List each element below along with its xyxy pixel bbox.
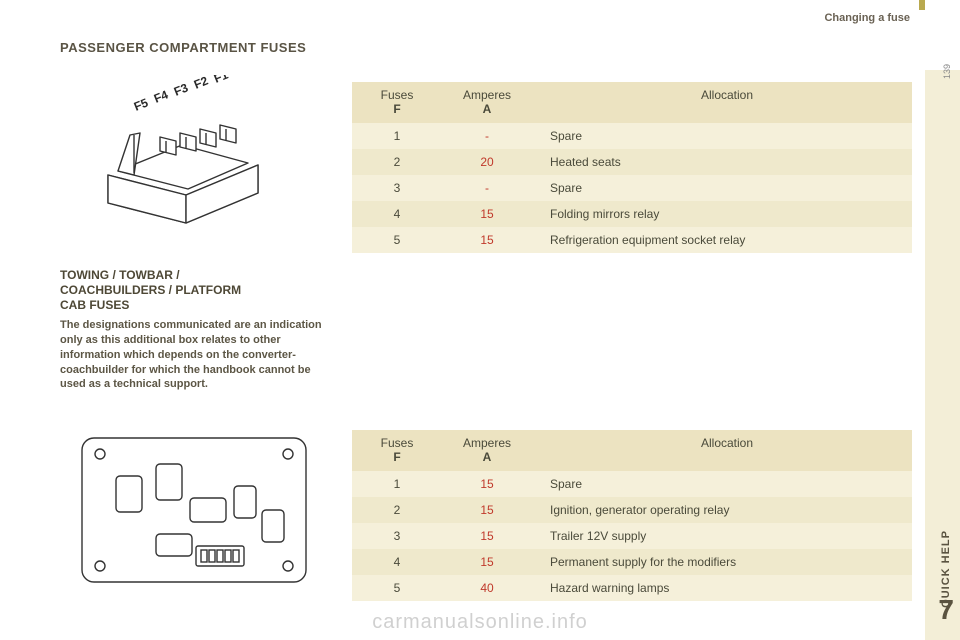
svg-text:F1: F1 xyxy=(212,75,231,86)
svg-text:F3: F3 xyxy=(172,80,191,98)
cell-fuse: 5 xyxy=(352,227,442,253)
cell-fuse: 2 xyxy=(352,497,442,523)
col-amperes-sub: A xyxy=(450,102,524,116)
cell-allocation: Trailer 12V supply xyxy=(532,523,912,549)
chapter-number: 7 xyxy=(938,594,954,626)
cell-allocation: Ignition, generator operating relay xyxy=(532,497,912,523)
cell-allocation: Permanent supply for the modifiers xyxy=(532,549,912,575)
table-row: 540Hazard warning lamps xyxy=(352,575,912,601)
cell-ampere: - xyxy=(442,123,532,149)
cell-ampere: 15 xyxy=(442,201,532,227)
col-fuses-sub: F xyxy=(360,102,434,116)
cell-allocation: Spare xyxy=(532,175,912,201)
col-amperes-label: Amperes xyxy=(463,88,511,102)
page: Changing a fuse 139 PASSENGER COMPARTMEN… xyxy=(0,0,960,640)
cell-allocation: Refrigeration equipment socket relay xyxy=(532,227,912,253)
cell-fuse: 1 xyxy=(352,123,442,149)
cell-ampere: 40 xyxy=(442,575,532,601)
cell-ampere: 15 xyxy=(442,497,532,523)
subheading-line: CAB FUSES xyxy=(60,298,330,313)
col-fuses: FusesF xyxy=(352,82,442,123)
platform-fuse-table: FusesF AmperesA Allocation 115Spare215Ig… xyxy=(352,430,912,601)
cell-fuse: 1 xyxy=(352,471,442,497)
table-row: 415Permanent supply for the modifiers xyxy=(352,549,912,575)
cell-allocation: Spare xyxy=(532,123,912,149)
section-header: Changing a fuse xyxy=(824,12,910,24)
cell-ampere: 15 xyxy=(442,227,532,253)
cell-fuse: 3 xyxy=(352,523,442,549)
svg-text:F4: F4 xyxy=(152,87,171,105)
cell-allocation: Hazard warning lamps xyxy=(532,575,912,601)
section-subheading: TOWING / TOWBAR / COACHBUILDERS / PLATFO… xyxy=(60,268,330,313)
disclaimer-text: The designations communicated are an ind… xyxy=(60,318,330,392)
table-row: 3-Spare xyxy=(352,175,912,201)
col-fuses-label: Fuses xyxy=(381,436,414,450)
platform-fusebox-diagram xyxy=(78,434,310,591)
cell-allocation: Folding mirrors relay xyxy=(532,201,912,227)
col-amperes-label: Amperes xyxy=(463,436,511,450)
col-fuses-label: Fuses xyxy=(381,88,414,102)
top-accent xyxy=(919,0,925,10)
table-row: 515Refrigeration equipment socket relay xyxy=(352,227,912,253)
cell-ampere: 15 xyxy=(442,471,532,497)
watermark: carmanualsonline.info xyxy=(0,611,960,634)
svg-text:F5: F5 xyxy=(132,95,151,113)
table-row: 1-Spare xyxy=(352,123,912,149)
cell-fuse: 5 xyxy=(352,575,442,601)
table-row: 115Spare xyxy=(352,471,912,497)
cell-fuse: 3 xyxy=(352,175,442,201)
col-allocation: Allocation xyxy=(532,430,912,471)
page-title: PASSENGER COMPARTMENT FUSES xyxy=(60,40,306,55)
table-row: 220Heated seats xyxy=(352,149,912,175)
col-allocation: Allocation xyxy=(532,82,912,123)
col-allocation-label: Allocation xyxy=(701,88,753,102)
cell-allocation: Spare xyxy=(532,471,912,497)
cell-fuse: 2 xyxy=(352,149,442,175)
col-amperes: AmperesA xyxy=(442,430,532,471)
cell-ampere: 15 xyxy=(442,549,532,575)
col-allocation-label: Allocation xyxy=(701,436,753,450)
col-amperes-sub: A xyxy=(450,450,524,464)
page-number: 139 xyxy=(942,64,952,79)
col-amperes: AmperesA xyxy=(442,82,532,123)
svg-text:F2: F2 xyxy=(192,75,211,92)
subheading-line: TOWING / TOWBAR / xyxy=(60,268,330,283)
cell-ampere: - xyxy=(442,175,532,201)
cell-ampere: 20 xyxy=(442,149,532,175)
cell-allocation: Heated seats xyxy=(532,149,912,175)
table-row: 415Folding mirrors relay xyxy=(352,201,912,227)
fusebox-perspective-diagram: F5F4F3F2F1 xyxy=(90,75,280,225)
table-row: 315Trailer 12V supply xyxy=(352,523,912,549)
passenger-fuse-table: FusesF AmperesA Allocation 1-Spare220Hea… xyxy=(352,82,912,253)
subheading-line: COACHBUILDERS / PLATFORM xyxy=(60,283,330,298)
col-fuses: FusesF xyxy=(352,430,442,471)
table-header: FusesF AmperesA Allocation xyxy=(352,430,912,471)
col-fuses-sub: F xyxy=(360,450,434,464)
table-row: 215Ignition, generator operating relay xyxy=(352,497,912,523)
cell-ampere: 15 xyxy=(442,523,532,549)
cell-fuse: 4 xyxy=(352,201,442,227)
cell-fuse: 4 xyxy=(352,549,442,575)
table-header: FusesF AmperesA Allocation xyxy=(352,82,912,123)
